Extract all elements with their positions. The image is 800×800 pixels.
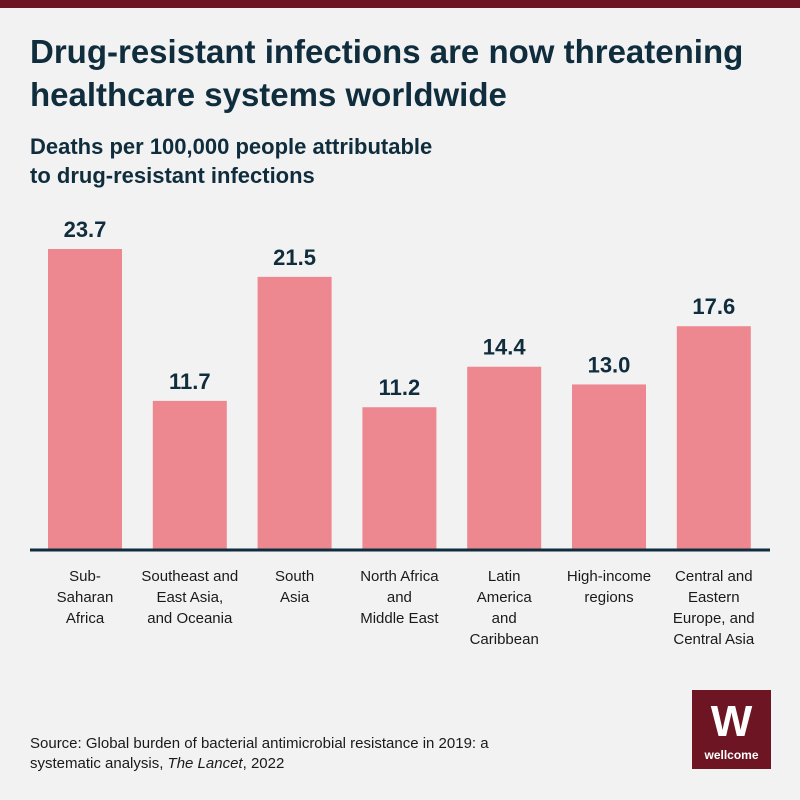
category-label-1-line-0: Southeast and <box>141 568 238 585</box>
category-label-6-line-2: Europe, and <box>673 610 755 627</box>
bar-4 <box>467 366 542 549</box>
logo-wordmark: wellcome <box>704 748 759 762</box>
category-label-3-line-1: and <box>387 589 412 606</box>
bar-2 <box>257 276 332 549</box>
bar-5 <box>572 384 646 549</box>
category-label-5: High-income regions <box>567 568 651 606</box>
category-label-1-line-1: East Asia, <box>156 589 223 606</box>
bar-0 <box>48 249 122 549</box>
category-label-2-line-1: Asia <box>280 589 310 606</box>
value-label-1: 11.7 <box>169 369 211 394</box>
source-prefix: Source: Global burden of bacterial antim… <box>30 735 489 772</box>
category-label-2: South Asia <box>275 568 314 606</box>
category-label-5-line-1: regions <box>584 589 633 606</box>
bars-group <box>48 249 751 549</box>
category-label-6-line-1: Eastern <box>688 589 740 606</box>
value-label-4: 14.4 <box>483 335 527 360</box>
category-label-1: Southeast and East Asia, and Oceania <box>141 568 238 627</box>
category-label-1-line-2: and Oceania <box>147 610 233 627</box>
value-labels-group: 23.7 11.7 21.5 11.2 14.4 13.0 17.6 <box>64 217 736 400</box>
chart-title: Drug-resistant infections are now threat… <box>30 33 744 113</box>
category-label-3: North Africa and Middle East <box>360 568 439 627</box>
wellcome-logo: W wellcome <box>692 690 771 769</box>
category-label-3-line-2: Middle East <box>360 610 439 627</box>
source-journal: The Lancet <box>167 755 243 772</box>
category-label-4: Latin America and Caribbean <box>470 568 539 648</box>
category-label-6-line-3: Central Asia <box>673 631 755 648</box>
category-label-6-line-0: Central and <box>675 568 753 585</box>
subtitle-line-1: Deaths per 100,000 people attributable <box>30 134 433 159</box>
category-label-0-line-1: Saharan <box>57 589 114 606</box>
category-label-4-line-2: and <box>492 610 517 627</box>
category-label-0-line-0: Sub- <box>69 568 101 585</box>
logo-mark: W <box>710 697 753 746</box>
value-label-6: 17.6 <box>692 294 735 319</box>
category-labels-group: Sub- Saharan Africa Southeast and East Asia,… <box>57 568 755 648</box>
value-label-0: 23.7 <box>64 217 107 242</box>
category-label-4-line-0: Latin <box>488 568 521 585</box>
bar-1 <box>152 400 227 549</box>
value-label-2: 21.5 <box>273 245 316 270</box>
category-label-0-line-2: Africa <box>66 610 105 627</box>
value-label-5: 13.0 <box>588 352 631 377</box>
category-label-3-line-0: North Africa <box>360 568 439 585</box>
category-label-4-line-3: Caribbean <box>470 631 539 648</box>
category-label-5-line-0: High-income <box>567 568 651 585</box>
value-label-3: 11.2 <box>379 375 421 400</box>
bar-3 <box>362 407 437 549</box>
source-note: Source: Global burden of bacterial antim… <box>30 734 550 774</box>
chart-subtitle: Deaths per 100,000 people attributable t… <box>30 132 630 190</box>
source-suffix: , 2022 <box>242 755 285 772</box>
category-label-6: Central and Eastern Europe, and Central Asi… <box>673 568 755 648</box>
subtitle-line-2: to drug-resistant infections <box>30 163 315 188</box>
bar-6 <box>676 326 751 549</box>
top-accent-bar <box>0 0 800 8</box>
category-label-4-line-1: America <box>477 589 533 606</box>
category-label-2-line-0: South <box>275 568 314 585</box>
category-label-0: Sub- Saharan Africa <box>57 568 114 627</box>
